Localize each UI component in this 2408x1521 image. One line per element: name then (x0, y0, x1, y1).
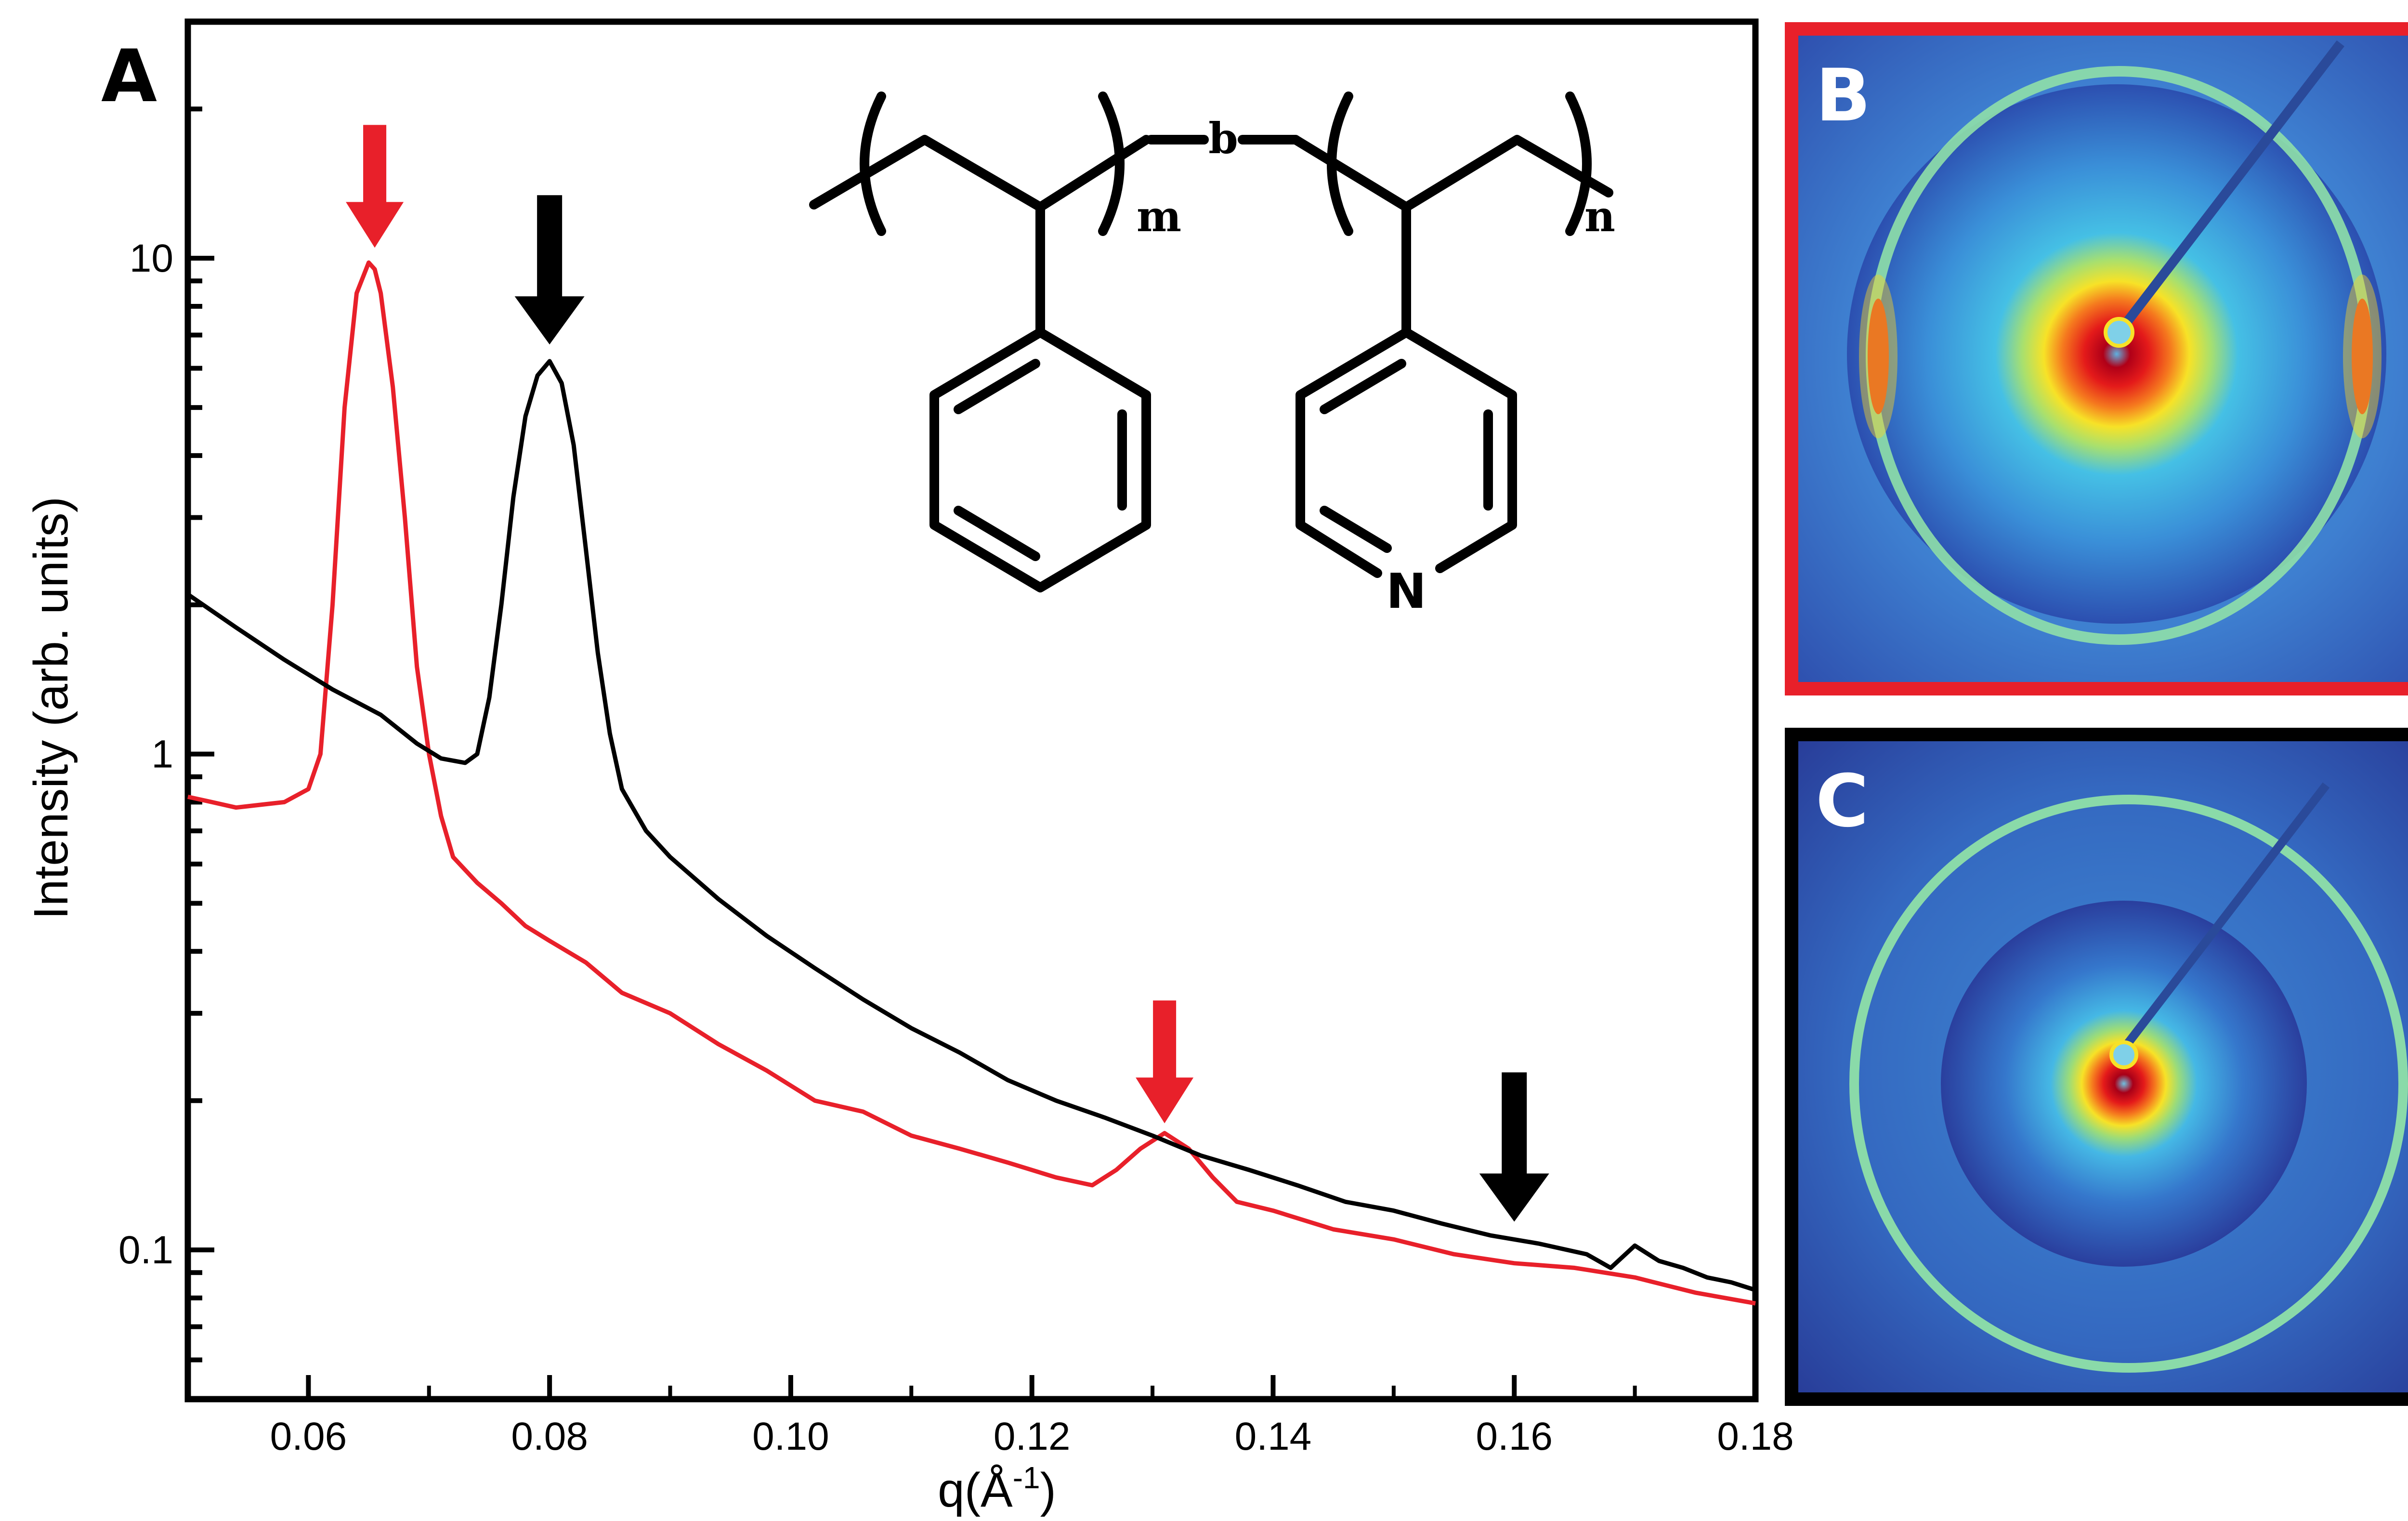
x-axis-label: q(Å-1) (938, 1460, 1056, 1517)
axis-ticks (186, 19, 1758, 1402)
chemical-structure (809, 92, 1613, 592)
panel-a-chart: 0.06 0.08 0.10 0.12 0.14 0.16 0.18 0.1 1 10 A Int… (24, 18, 1794, 1517)
tick-labels: 0.06 0.08 0.10 0.12 0.14 0.16 0.18 0.1 1 10 (118, 236, 1794, 1458)
x-tick-label: 0.12 (994, 1415, 1071, 1458)
panel-c-beamstop (2115, 782, 2330, 1058)
nitrogen-label: N (1386, 563, 1426, 619)
x-axis-label-exponent: -1 (1013, 1460, 1040, 1495)
panel-c-ring (1849, 795, 2408, 1373)
x-tick-label: 0.06 (270, 1415, 347, 1458)
black-series-line (186, 359, 1756, 1292)
panel-c-halo (1941, 901, 2307, 1267)
panel-b-beamstop (2115, 40, 2344, 336)
x-tick-label: 0.08 (511, 1415, 588, 1458)
subscript-n: n (1584, 191, 1615, 241)
panel-b-right-spot (2352, 299, 2373, 414)
panel-c-scattering-image: C (1785, 728, 2408, 1406)
y-tick-label: 10 (130, 236, 173, 280)
panel-label-a: A (101, 35, 157, 118)
y-tick-label: 0.1 (118, 1228, 173, 1272)
block-label: b (1208, 113, 1238, 163)
x-tick-label: 0.16 (1476, 1415, 1553, 1458)
x-tick-label: 0.10 (752, 1415, 829, 1458)
panel-label-b: B (1816, 54, 1871, 138)
y-axis-label: Intensity (arb. units) (24, 497, 78, 919)
red-peak-arrow (1136, 1000, 1194, 1124)
peak-arrows (346, 125, 1549, 1222)
x-tick-label: 0.18 (1717, 1415, 1794, 1458)
red-peak-arrow (346, 125, 404, 248)
panel-label-c: C (1816, 760, 1869, 843)
panel-b-left-spot (1868, 299, 1889, 414)
subscript-m: m (1137, 191, 1181, 241)
red-series-line (187, 260, 1756, 1306)
series-group (186, 260, 1756, 1306)
black-peak-arrow (514, 195, 585, 345)
panel-b-scattering-image: B (1785, 22, 2408, 695)
plot-frame (184, 18, 1759, 1403)
x-axis-label-end: ) (1040, 1463, 1056, 1517)
black-peak-arrow (1479, 1072, 1549, 1222)
x-axis-label-main: q(Å (938, 1463, 1013, 1517)
x-tick-label: 0.14 (1235, 1415, 1312, 1458)
panel-b-halo (1847, 84, 2386, 624)
y-tick-label: 1 (151, 733, 173, 776)
